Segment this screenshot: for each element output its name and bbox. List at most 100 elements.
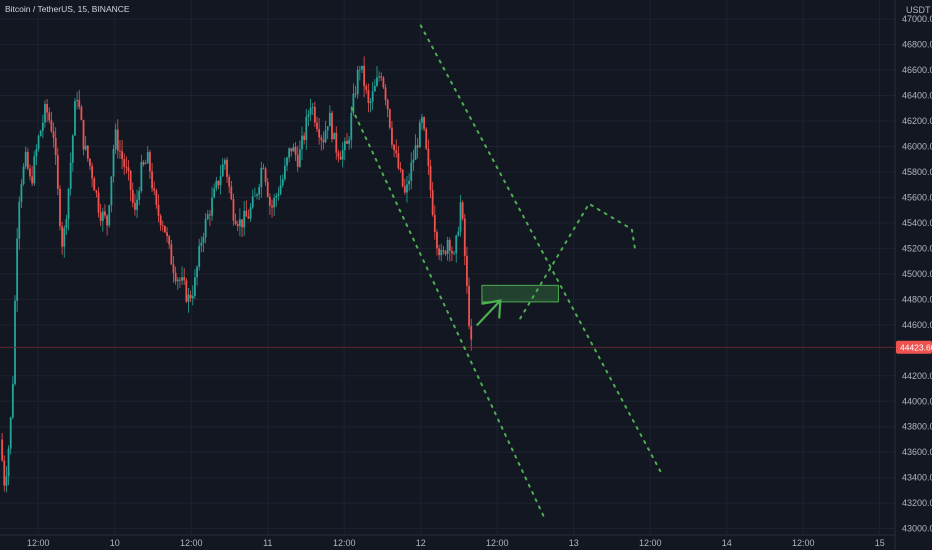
candle-body [20, 183, 23, 202]
candle-body [320, 137, 323, 140]
candle [346, 132, 348, 145]
candle-body [294, 147, 297, 155]
candle [322, 131, 325, 150]
time-axis[interactable]: 12:00 10 12:00 11 12:00 12 12:00 13 12:00 14 12:00… [0, 534, 895, 548]
currency-label: USDT [906, 5, 931, 15]
candle-body [433, 214, 436, 232]
time-tick-label: 10 [110, 538, 120, 548]
candle [313, 101, 316, 127]
current-price-badge: 44423.60 [896, 340, 932, 354]
candle [22, 163, 25, 186]
candle-body [303, 135, 306, 140]
candle [296, 145, 299, 172]
candle [397, 145, 400, 170]
time-tick-label: 11 [263, 538, 272, 548]
candle-body [395, 150, 398, 154]
candle [331, 110, 333, 143]
candle [470, 318, 473, 351]
price-axis[interactable]: 43000.00 43200.00 43400.00 43600.00 43800.00… [894, 0, 932, 550]
candle-body [363, 65, 366, 87]
drawing-annotations [350, 24, 664, 520]
time-tick-label: 12:00 [333, 538, 356, 548]
candle-body [121, 151, 123, 159]
chart-grid [0, 0, 895, 535]
candle [54, 127, 57, 165]
candle [326, 126, 329, 140]
candle [93, 176, 96, 191]
candle-body [26, 151, 29, 169]
candle-body [397, 153, 400, 169]
candle [140, 154, 143, 193]
candle [226, 157, 228, 183]
candle [217, 180, 220, 190]
price-tick-label: 43200.00 [902, 498, 932, 508]
candle [204, 213, 207, 244]
candle-body [275, 195, 278, 198]
candle [376, 65, 378, 88]
candle-body [286, 157, 288, 166]
candle [466, 246, 468, 294]
candle [292, 143, 295, 152]
price-tick-label: 46800.00 [902, 40, 932, 50]
candle [172, 256, 175, 283]
candle [395, 139, 398, 158]
candle-body [219, 176, 222, 186]
candle [91, 162, 94, 188]
time-tick-label: 12 [416, 538, 426, 548]
candle-body [5, 476, 8, 486]
candle-body [174, 272, 177, 282]
candle-body [307, 114, 310, 117]
candle-body [423, 117, 425, 129]
candle-body [324, 130, 327, 143]
price-tick-label: 43000.00 [902, 524, 932, 534]
candle-body [309, 107, 312, 115]
candle-body [281, 179, 284, 186]
candle-body [457, 231, 460, 236]
current-price-label: 44423.60 [900, 342, 932, 352]
candle [189, 290, 192, 302]
candle-body [61, 226, 64, 247]
candle-body [288, 148, 291, 158]
candle-body [93, 178, 96, 191]
candle [324, 120, 327, 144]
candle-body [159, 215, 162, 226]
candle [9, 416, 12, 455]
candle [31, 165, 34, 187]
candle-body [33, 156, 36, 184]
time-tick-label: 14 [722, 538, 732, 548]
candle [144, 159, 147, 165]
candle-body [136, 199, 138, 210]
candle [183, 267, 186, 286]
candle [320, 134, 323, 151]
candle [37, 134, 40, 152]
candle-body [211, 197, 213, 216]
candle [348, 135, 351, 150]
candle [185, 277, 188, 304]
candle-body [316, 122, 318, 130]
candle-body [69, 162, 72, 189]
candle-body [1, 439, 4, 461]
candle-body [382, 77, 385, 88]
candle-body [14, 300, 16, 384]
candle [354, 85, 357, 98]
candle-body [401, 169, 404, 187]
time-tick-label: 15 [875, 538, 885, 548]
candle-body [221, 164, 224, 177]
candle [288, 147, 291, 163]
candle-body [78, 99, 81, 107]
candle [146, 146, 149, 164]
candle [228, 174, 231, 194]
candle-body [129, 170, 132, 191]
candle [414, 134, 417, 160]
candle [187, 287, 190, 313]
candle-body [217, 180, 220, 186]
candle [56, 147, 59, 196]
candle [455, 234, 458, 263]
candle-body [209, 214, 211, 216]
candle [408, 173, 410, 191]
candle-body [149, 152, 151, 172]
candle [290, 148, 293, 157]
candle [215, 176, 218, 192]
candle [50, 111, 53, 133]
